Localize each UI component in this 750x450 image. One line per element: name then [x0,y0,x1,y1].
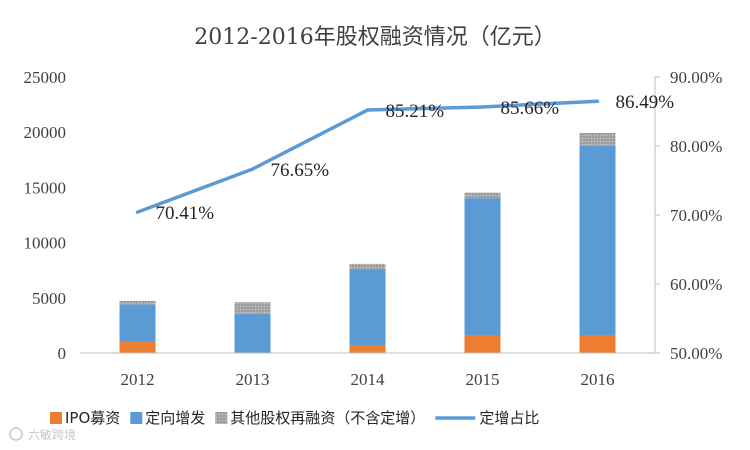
legend-label-4: 定增占比 [479,409,539,427]
left-tick-label: 0 [58,344,67,363]
watermark: 六敏跨境 [9,427,76,442]
left-tick-label: 20000 [24,123,67,142]
bar-layer [119,132,616,353]
legend-label-1: IPO募资 [65,409,120,427]
left-tick-label: 25000 [24,68,67,87]
bar-2014-series-1 [349,345,386,353]
right-tick-label: 70.00% [670,206,722,225]
bar-2016-series-1 [579,335,616,353]
share-line [135,99,600,214]
bar-2015-series-1 [464,335,501,353]
legend-label-2: 定向增发 [145,409,205,427]
legend: IPO募资 定向增发 其他股权再融资（不含定增） 定增占比 [50,409,539,427]
line-data-label-2013: 76.65% [271,160,330,181]
line-data-label-2014: 85.21% [386,101,445,122]
right-tick-label: 90.00% [670,68,722,87]
left-tick-label: 10000 [24,234,67,253]
legend-swatch-3 [215,412,228,424]
bar-2016-series-2 [579,145,616,336]
x-tick-label-2014: 2014 [351,370,386,389]
chart-title: 2012-2016年股权融资情况（亿元） [194,25,555,50]
bar-2015-series-2 [464,198,501,336]
bar-2012-series-3 [119,300,156,305]
legend-swatch-1 [50,412,62,424]
watermark-text: 六敏跨境 [28,427,76,442]
legend-label-3: 其他股权再融资（不含定增） [230,409,425,427]
bar-2012-series-1 [119,341,156,353]
bar-2012-series-2 [119,304,156,342]
x-tick-label-2016: 2016 [581,370,615,389]
x-tick-label-2012: 2012 [121,370,155,389]
left-tick-label: 15000 [24,178,67,197]
line-data-label-2015: 85.66% [501,98,560,119]
line-data-label-2012: 70.41% [156,203,215,224]
watermark-logo-icon [9,427,23,441]
line-layer: 70.41% 76.65% 85.21% 85.66% 86.49% [135,92,675,224]
bar-2014-series-3 [349,263,386,270]
bar-2015-series-3 [464,192,501,199]
right-tick-label: 50.00% [670,344,722,363]
right-tick-label: 80.00% [670,137,722,156]
right-axis-ticks: 50.00% 60.00% 70.00% 80.00% 90.00% [654,68,722,363]
x-axis-ticks: 2012 2013 2014 2015 2016 [121,370,615,389]
bar-2013-series-2 [234,313,271,353]
bar-2014-series-2 [349,269,386,346]
bar-2016-series-3 [579,132,616,146]
left-tick-label: 5000 [32,289,66,308]
x-tick-label-2013: 2013 [236,370,270,389]
right-tick-label: 60.00% [670,275,722,294]
legend-swatch-2 [130,412,143,424]
left-axis-ticks: 0 5000 10000 15000 20000 25000 [24,68,67,363]
line-data-label-2016: 86.49% [616,92,675,113]
bar-2013-series-3 [234,302,271,314]
x-tick-label-2015: 2015 [466,370,500,389]
